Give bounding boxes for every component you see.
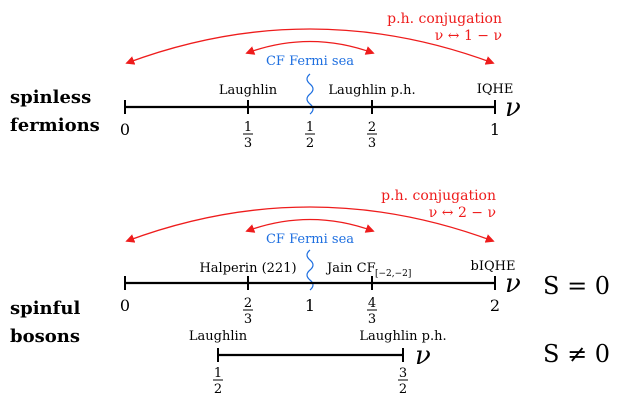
- axis-symbol-nu: ν: [505, 269, 521, 299]
- state-laughlin-ph: Laughlin p.h.: [328, 83, 415, 98]
- frac-den: 3: [368, 312, 376, 327]
- conjugation-arrow: [125, 206, 495, 243]
- state-jain-cf-subscript: [−2,−2]: [375, 269, 411, 279]
- spin-label-s-nonzero: S ≠ 0: [543, 340, 610, 368]
- frac-num: 2: [244, 296, 252, 311]
- conjugation-relation: ν ↔ 1 − ν: [435, 28, 502, 44]
- tick-label-1: 1: [490, 120, 500, 139]
- frac-num: 1: [306, 120, 314, 135]
- tick-label-2-3: 2 3: [243, 296, 253, 327]
- row-label-spinless: spinless: [10, 87, 91, 108]
- tick-label-1-2: 1 2: [305, 120, 315, 151]
- frac-num: 1: [214, 366, 222, 381]
- axis-symbol-nu: ν: [505, 93, 521, 123]
- state-iqhe: IQHE: [477, 82, 514, 97]
- conjugation-relation: ν ↔ 2 − ν: [429, 205, 496, 221]
- tick-label-1-3: 1 3: [243, 120, 253, 151]
- conjugation-label: p.h. conjugation: [387, 11, 502, 27]
- row-label-bosons: bosons: [10, 326, 80, 347]
- inner-conjugation-arrow: [245, 40, 375, 55]
- axis-symbol-nu: ν: [415, 341, 431, 371]
- frac-den: 3: [244, 312, 252, 327]
- panel-spin-nonzero: ν S ≠ 0 Laughlin Laughlin p.h. 1 2 3 2: [189, 329, 610, 395]
- frac-den: 3: [244, 136, 252, 151]
- frac-num: 3: [399, 366, 407, 381]
- state-jain-cf: Jain CF: [325, 261, 376, 276]
- frac-den: 2: [306, 136, 314, 151]
- cf-fermi-sea-label: CF Fermi sea: [266, 54, 354, 69]
- panel-spinful-bosons: spinful bosons p.h. conjugation ν ↔ 2 − …: [10, 188, 610, 347]
- tick-label-1: 1: [305, 296, 315, 315]
- cf-fermi-sea-label: CF Fermi sea: [266, 232, 354, 247]
- spin-label-s0: S = 0: [543, 272, 610, 300]
- tick-label-0: 0: [120, 296, 130, 315]
- tick-label-0: 0: [120, 120, 130, 139]
- frac-num: 1: [244, 120, 252, 135]
- state-laughlin: Laughlin: [219, 83, 278, 98]
- row-label-fermions: fermions: [10, 115, 100, 136]
- conjugation-arrow: [125, 28, 495, 65]
- conjugation-label: p.h. conjugation: [381, 188, 496, 204]
- frac-den: 2: [399, 382, 407, 395]
- inner-conjugation-arrow: [245, 218, 375, 233]
- panel-spinless-fermions: spinless fermions p.h. conjugation ν ↔ 1…: [10, 11, 521, 151]
- tick-label-2: 2: [490, 296, 500, 315]
- tick-label-2-3: 2 3: [367, 120, 377, 151]
- frac-den: 3: [368, 136, 376, 151]
- frac-num: 4: [368, 296, 376, 311]
- tick-label-3-2: 3 2: [398, 366, 408, 395]
- tick-label-4-3: 4 3: [367, 296, 377, 327]
- state-laughlin-ph: Laughlin p.h.: [359, 329, 446, 344]
- tick-label-1-2: 1 2: [213, 366, 223, 395]
- state-biqhe: bIQHE: [471, 259, 516, 274]
- row-label-spinful: spinful: [10, 298, 80, 319]
- frac-num: 2: [368, 120, 376, 135]
- frac-den: 2: [214, 382, 222, 395]
- state-laughlin: Laughlin: [189, 329, 248, 344]
- state-halperin-221: Halperin (221): [199, 261, 296, 276]
